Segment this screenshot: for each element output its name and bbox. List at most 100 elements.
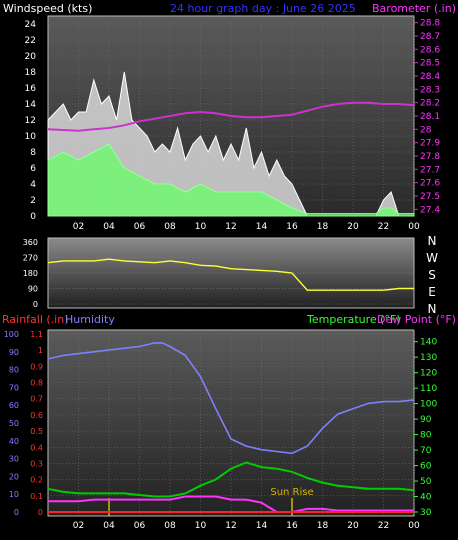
wind-x-tick-label: 10 (195, 222, 207, 232)
temperature-tick-label: 140 (420, 338, 437, 348)
rainfall-tick-label: 0.7 (30, 395, 43, 404)
temperature-tick-label: 130 (420, 353, 437, 363)
windspeed-tick-label: 18 (25, 68, 37, 78)
wind-x-ticks: 02 04 06 08 10 12 14 16 18 20 22 00 (73, 222, 420, 232)
barometer-axis-title: Barometer (.in) (372, 2, 456, 15)
windspeed-tick-label: 2 (30, 196, 36, 206)
rainfall-tick-label: 0.9 (30, 362, 43, 371)
rainfall-tick-label: 0.2 (30, 476, 43, 485)
rainfall-ticks: 0 0.1 0.2 0.3 0.4 0.5 0.6 0.7 0.8 0.9 1 1.1 (30, 330, 43, 517)
barometer-ticks: 27.4 27.5 27.6 27.7 27.8 27.9 28 28.1 28.2 28.3 28… (414, 19, 440, 215)
rainfall-tick-label: 1.1 (30, 330, 43, 339)
barometer-tick-label: 28.3 (420, 85, 440, 95)
windspeed-tick-label: 20 (25, 52, 37, 62)
dewpoint-axis-title: Dew Point (°F) (377, 313, 456, 326)
rainfall-tick-label: 0.4 (30, 443, 43, 452)
wind-average-series (47, 143, 415, 217)
direction-ticks: 0 90 180 270 360 (23, 238, 38, 309)
barometer-tick-label: 28.1 (420, 112, 440, 122)
temperature-tick-label: 100 (420, 400, 437, 410)
rainfall-tick-label: 0 (38, 508, 43, 517)
humidity-tick-label: 50 (9, 419, 19, 428)
windspeed-axis-title: Windspeed (kts) (3, 2, 92, 15)
temperature-tick-label: 40 (420, 493, 432, 503)
temperature-tick-label: 90 (420, 415, 432, 425)
humidity-tick-label: 30 (9, 455, 19, 464)
windspeed-tick-label: 14 (25, 100, 37, 110)
direction-tick-label: 90 (28, 285, 38, 294)
windspeed-tick-label: 24 (25, 20, 37, 30)
compass-w: W (426, 251, 438, 265)
temperature-tick-label: 120 (420, 369, 437, 379)
barometer-tick-label: 27.6 (420, 179, 440, 189)
direction-tick-label: 360 (23, 238, 38, 247)
graph-title: 24 hour graph day : June 26 2025 (170, 2, 356, 15)
temp-x-tick-label: 00 (408, 521, 420, 531)
wind-direction-series (47, 258, 414, 291)
temperature-tick-label: 30 (420, 508, 432, 518)
windspeed-tick-label: 0 (30, 212, 36, 222)
temperature-ticks: 30 40 50 60 70 80 90 100 110 120 130 140 (414, 338, 437, 518)
direction-tick-label: 180 (23, 269, 38, 278)
temp-x-tick-label: 18 (317, 521, 329, 531)
temp-x-tick-label: 08 (164, 521, 176, 531)
temp-x-tick-label: 02 (73, 521, 84, 531)
windspeed-tick-label: 22 (25, 36, 36, 46)
barometer-tick-label: 28 (420, 125, 432, 135)
barometer-tick-label: 28.7 (420, 32, 440, 42)
temp-x-tick-label: 20 (347, 521, 359, 531)
temp-x-tick-label: 04 (103, 521, 115, 531)
rainfall-tick-label: 0.3 (30, 459, 43, 468)
humidity-tick-label: 100 (4, 330, 19, 339)
wind-x-tick-label: 20 (347, 222, 359, 232)
temp-x-tick-label: 10 (195, 521, 207, 531)
direction-tick-label: 0 (33, 300, 38, 309)
wind-x-tick-label: 04 (103, 222, 115, 232)
wind-x-tick-label: 02 (73, 222, 84, 232)
temperature-tick-label: 110 (420, 384, 437, 394)
temp-x-tick-label: 06 (134, 521, 146, 531)
barometer-tick-label: 27.9 (420, 139, 440, 149)
barometer-tick-label: 28.2 (420, 99, 440, 109)
temperature-tick-label: 80 (420, 431, 432, 441)
wind-x-tick-label: 18 (317, 222, 329, 232)
barometer-tick-label: 28.6 (420, 45, 440, 55)
direction-tick-label: 270 (23, 254, 38, 263)
wind-x-tick-label: 22 (378, 222, 389, 232)
windspeed-tick-label: 12 (25, 116, 36, 126)
humidity-tick-label: 20 (9, 472, 19, 481)
dewpoint-series (48, 495, 414, 513)
barometer-tick-label: 28.4 (420, 72, 440, 82)
rainfall-tick-label: 0.5 (30, 427, 43, 436)
temp-grid (48, 330, 415, 516)
compass-n-top: N (428, 234, 437, 248)
compass-s: S (428, 268, 436, 282)
windspeed-tick-label: 6 (30, 164, 36, 174)
rainfall-tick-label: 0.8 (30, 379, 43, 388)
windspeed-tick-label: 16 (25, 84, 37, 94)
windspeed-tick-label: 10 (25, 132, 37, 142)
sunrise-label: Sun Rise (270, 487, 313, 498)
humidity-series (47, 342, 415, 455)
temperature-tick-label: 50 (420, 477, 432, 487)
temperature-tick-label: 70 (420, 446, 432, 456)
rainfall-tick-label: 0.1 (30, 492, 43, 501)
compass-e: E (428, 285, 436, 299)
wind-x-tick-label: 16 (286, 222, 298, 232)
barometer-tick-label: 27.5 (420, 192, 440, 202)
barometer-series (47, 101, 415, 132)
wind-x-tick-label: 08 (164, 222, 176, 232)
humidity-ticks: 0 10 20 30 40 50 60 70 80 90 100 (4, 330, 19, 517)
humidity-tick-label: 70 (9, 383, 19, 392)
wind-x-tick-label: 06 (134, 222, 146, 232)
barometer-tick-label: 27.7 (420, 165, 440, 175)
humidity-tick-label: 60 (9, 401, 19, 410)
temp-x-ticks: 02 04 06 08 10 12 14 16 18 20 22 00 (73, 521, 420, 531)
humidity-tick-label: 80 (9, 366, 19, 375)
temp-x-tick-label: 16 (286, 521, 298, 531)
rainfall-axis-title: Rainfall (.in) (2, 313, 69, 326)
windspeed-tick-label: 8 (30, 148, 36, 158)
temp-x-tick-label: 22 (378, 521, 389, 531)
